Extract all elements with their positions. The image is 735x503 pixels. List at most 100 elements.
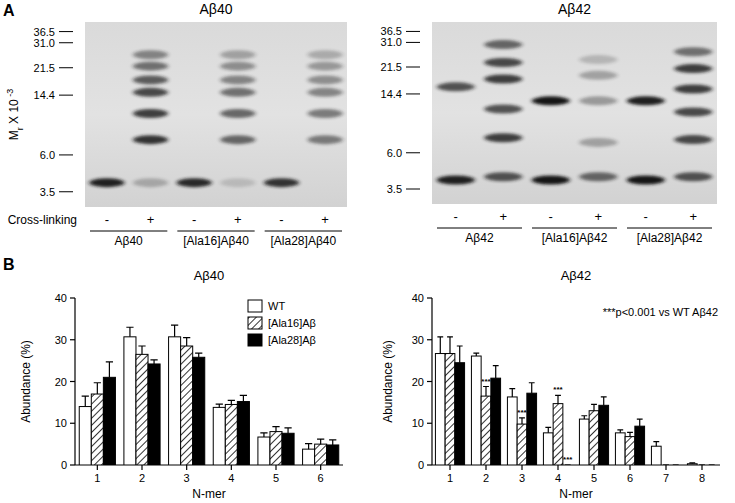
bar xyxy=(615,433,625,465)
bar xyxy=(136,354,148,465)
gel-band xyxy=(308,75,343,84)
error-bar xyxy=(106,362,113,377)
gel-band xyxy=(579,172,617,181)
error-bar xyxy=(437,337,443,354)
y-tick-label: 10 xyxy=(412,417,424,429)
cross-linking-sign: - xyxy=(279,212,283,227)
bar xyxy=(258,437,270,465)
error-bar xyxy=(94,383,101,394)
tick xyxy=(59,42,73,43)
tick xyxy=(406,31,420,32)
y-axis-label: Abundance (%) xyxy=(19,340,33,423)
tick xyxy=(59,31,73,32)
error-bar xyxy=(565,464,571,465)
error-bar xyxy=(627,432,633,436)
gel-bands xyxy=(437,40,713,184)
gel-band xyxy=(674,172,712,181)
gel-band xyxy=(579,55,617,64)
panel-label: B xyxy=(3,256,15,273)
x-tick xyxy=(485,465,486,470)
x-tick-label: 4 xyxy=(228,472,234,484)
gel-band xyxy=(579,96,617,105)
y-tick-label: 20 xyxy=(412,376,424,388)
bar xyxy=(103,377,115,465)
error-bar xyxy=(195,353,202,357)
y-tick xyxy=(70,381,75,382)
bar xyxy=(471,356,481,465)
cross-linking-sign: + xyxy=(147,212,155,227)
bar xyxy=(543,433,553,465)
gel-bands xyxy=(89,50,342,187)
legend-swatch xyxy=(248,300,262,312)
error-bar xyxy=(473,353,479,356)
error-bar xyxy=(653,442,659,447)
bar xyxy=(661,465,671,466)
bar xyxy=(579,419,589,465)
bar xyxy=(79,407,91,465)
error-bar xyxy=(317,439,324,444)
cross-linking-sign: - xyxy=(549,209,553,224)
group-label: [Ala28]Aβ40 xyxy=(271,234,337,248)
tick-label: 3.5 xyxy=(387,183,402,195)
figure: ABAβ40-+-+-+36.531.021.514.46.03.5Mr X 1… xyxy=(0,0,735,503)
bar xyxy=(517,424,527,465)
error-bar xyxy=(447,337,453,354)
legend-label: [Ala28]Aβ xyxy=(268,334,316,346)
x-tick xyxy=(186,465,187,470)
chart-title: Aβ40 xyxy=(194,268,225,283)
gel-band xyxy=(627,176,665,185)
gel-band xyxy=(133,135,168,144)
tick-label: 14.4 xyxy=(381,88,402,100)
bar xyxy=(563,465,573,466)
bar xyxy=(599,405,609,465)
y-tick xyxy=(427,297,432,298)
error-bar xyxy=(171,325,178,337)
bars xyxy=(435,337,714,465)
bar xyxy=(282,433,294,465)
bar xyxy=(481,396,491,465)
axis-label: Mr X 10 -3 xyxy=(5,89,25,141)
gel-image xyxy=(85,22,347,207)
tick xyxy=(59,95,73,96)
error-bar xyxy=(240,395,247,401)
significance-label: *** xyxy=(481,377,491,386)
cross-linking-sign: + xyxy=(689,209,697,224)
tick xyxy=(59,191,73,192)
gel-band xyxy=(484,172,522,181)
bar xyxy=(225,404,237,465)
error-bar xyxy=(509,389,515,397)
x-axis-label: N-mer xyxy=(559,487,592,501)
gel-image xyxy=(432,22,717,204)
gel-band xyxy=(484,74,522,83)
label-part: -3 xyxy=(5,89,15,100)
y-tick-label: 30 xyxy=(55,334,67,346)
error-bar xyxy=(555,395,561,403)
tick-label: 31.0 xyxy=(381,36,402,48)
y-axis-label: Abundance (%) xyxy=(381,340,395,423)
gel-band xyxy=(308,50,343,59)
cross-linking-sign: + xyxy=(499,209,507,224)
gel-band xyxy=(532,176,570,185)
gel-band xyxy=(484,133,522,142)
y-tick-label: 0 xyxy=(61,459,67,471)
cross-linking-sign: + xyxy=(234,212,242,227)
bar xyxy=(270,432,282,465)
error-bar xyxy=(709,464,715,465)
group-line xyxy=(627,228,712,229)
tick xyxy=(406,189,420,190)
gel-band xyxy=(177,178,212,187)
cross-linking-sign: - xyxy=(644,209,648,224)
x-tick-label: 6 xyxy=(318,472,324,484)
x-axis-label: N-mer xyxy=(192,487,225,501)
tick xyxy=(59,67,73,68)
bar xyxy=(124,337,136,465)
gel-band xyxy=(674,135,712,144)
x-tick xyxy=(521,465,522,470)
bar xyxy=(181,346,193,465)
x-tick xyxy=(557,465,558,470)
bar xyxy=(651,446,661,465)
group-label: Aβ40 xyxy=(115,234,144,248)
bar xyxy=(193,357,205,465)
gel-band xyxy=(220,75,255,84)
cross-linking-sign: + xyxy=(594,209,602,224)
